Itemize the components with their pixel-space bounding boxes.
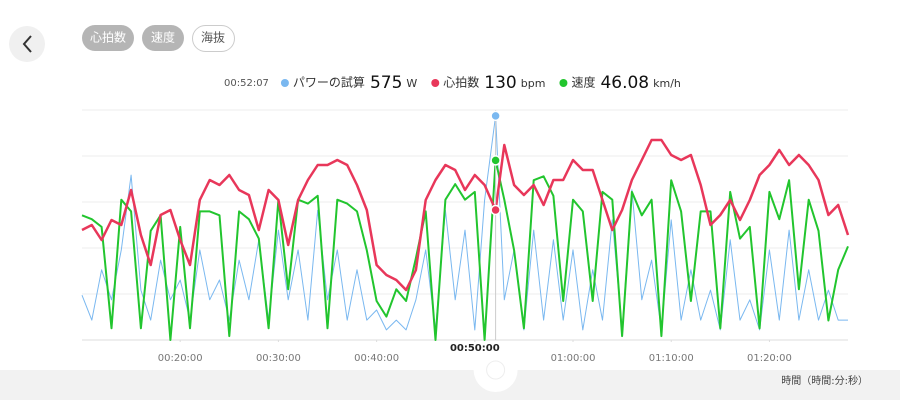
cursor-time: 00:52:07	[224, 78, 269, 89]
x-tick-label: 00:50:00	[450, 343, 500, 354]
series-line	[81, 115, 848, 331]
readout: 00:52:07 パワーの試算 575 W 心拍数 130 bpm 速度 46.08 km/h	[224, 73, 681, 93]
legend-dot	[431, 79, 440, 87]
legend-name: 心拍数	[443, 75, 479, 90]
tab[interactable]	[82, 25, 134, 51]
legend-name: パワーの試算	[293, 75, 365, 90]
timeline-bump	[473, 370, 518, 392]
tab[interactable]	[142, 25, 184, 51]
cursor-dot	[490, 204, 501, 216]
back-button[interactable]	[9, 26, 45, 62]
legend-dot	[559, 79, 568, 87]
legend-unit: bpm	[521, 77, 546, 90]
axis-caption: 時間（時間:分:秒）	[781, 374, 868, 387]
back-icon	[22, 35, 32, 53]
x-tick-label: 01:00:00	[551, 353, 596, 364]
legend-value: 46.08	[600, 73, 649, 93]
tab-label: 海抜	[201, 31, 225, 45]
x-tick-label: 01:20:00	[747, 353, 792, 364]
tab-label: 心拍数	[90, 30, 126, 45]
legend-dot	[280, 79, 289, 87]
timeline-handle	[486, 360, 506, 380]
tab-label: 速度	[151, 31, 175, 45]
timeline-bar	[0, 370, 900, 400]
x-tick-label: 00:40:00	[354, 353, 399, 364]
x-tick-label: 00:20:00	[158, 353, 203, 364]
x-tick-label: 00:30:00	[256, 353, 301, 364]
legend-name: 速度	[571, 76, 595, 90]
tab[interactable]	[192, 25, 235, 52]
legend-value: 575	[370, 73, 402, 93]
x-tick-label: 01:10:00	[649, 353, 694, 364]
legend-unit: W	[406, 77, 417, 90]
series-line	[81, 159, 849, 341]
legend-value: 130	[484, 73, 516, 93]
cursor-dot	[490, 110, 501, 122]
cursor-dot	[490, 155, 501, 166]
series-line	[81, 138, 850, 292]
legend-unit: km/h	[653, 77, 681, 90]
